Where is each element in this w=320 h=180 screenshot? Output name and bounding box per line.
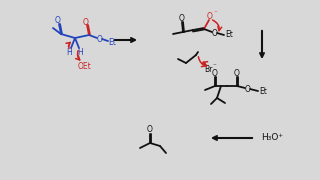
Text: O: O — [147, 125, 153, 134]
Text: O: O — [55, 15, 61, 24]
Text: ⁻: ⁻ — [212, 63, 216, 69]
Text: OEt: OEt — [78, 62, 92, 71]
Text: O: O — [245, 84, 251, 93]
Text: O: O — [212, 69, 218, 78]
Text: O: O — [83, 17, 89, 26]
Text: H: H — [77, 48, 83, 57]
Text: Et: Et — [259, 87, 267, 96]
Text: H₃O⁺: H₃O⁺ — [261, 132, 283, 141]
Text: H: H — [66, 48, 72, 57]
Text: O: O — [234, 69, 240, 78]
Text: O: O — [97, 35, 103, 44]
Text: ⁻: ⁻ — [213, 10, 217, 16]
Text: O: O — [212, 28, 218, 37]
Text: Et: Et — [225, 30, 233, 39]
Text: O: O — [179, 14, 185, 22]
Text: Br: Br — [204, 64, 212, 73]
Text: O: O — [207, 12, 213, 21]
Text: Et: Et — [108, 37, 116, 46]
